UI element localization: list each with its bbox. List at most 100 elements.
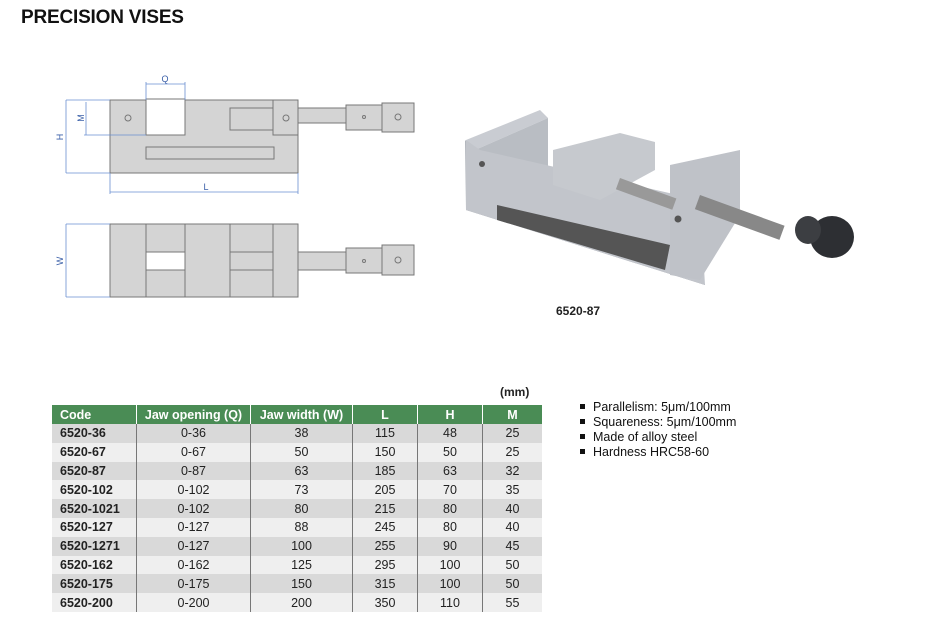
code-cell: 6520-127	[52, 517, 137, 537]
code-cell: 6520-102	[52, 480, 137, 500]
value-cell: 115	[352, 424, 418, 443]
knob-neck	[345, 104, 383, 131]
value-cell: 40	[482, 499, 542, 518]
value-cell: 0-127	[136, 517, 251, 537]
feature-list: Parallelism: 5μm/100mm Squareness: 5μm/1…	[580, 400, 736, 460]
feature-item: Made of alloy steel	[580, 430, 736, 445]
col-m: M	[482, 405, 542, 424]
table-row: 6520-87 0-87 63 185 63 32	[52, 461, 542, 481]
value-cell: 80	[417, 517, 483, 537]
value-cell: 0-67	[136, 442, 251, 462]
end-block	[272, 99, 299, 136]
table-row: 6520-36 0-36 38 115 48 25	[52, 424, 542, 443]
table-header-row: Code Jaw opening (Q) Jaw width (W) L H M	[52, 405, 542, 424]
value-cell: 350	[352, 593, 418, 612]
label-m: M	[76, 114, 86, 122]
code-cell: 6520-87	[52, 461, 137, 481]
screw	[297, 107, 347, 124]
page-title: PRECISION VISES	[21, 7, 184, 28]
value-cell: 63	[250, 461, 353, 481]
value-cell: 295	[352, 555, 418, 575]
value-cell: 150	[352, 442, 418, 462]
feature-item: Parallelism: 5μm/100mm	[580, 400, 736, 415]
code-cell: 6520-36	[52, 424, 137, 443]
value-cell: 100	[417, 555, 483, 575]
col-code: Code	[52, 405, 137, 424]
col-jaw-opening: Jaw opening (Q)	[136, 405, 251, 424]
value-cell: 90	[417, 536, 483, 556]
code-cell: 6520-162	[52, 555, 137, 575]
value-cell: 185	[352, 461, 418, 481]
value-cell: 0-36	[136, 424, 251, 443]
col-jaw-width: Jaw width (W)	[250, 405, 353, 424]
vise-photo	[465, 110, 854, 285]
slot	[145, 146, 275, 160]
value-cell: 100	[250, 536, 353, 556]
value-cell: 88	[250, 517, 353, 537]
photo-caption: 6520-87	[556, 304, 601, 318]
value-cell: 50	[482, 555, 542, 575]
value-cell: 25	[482, 442, 542, 462]
value-cell: 200	[250, 593, 353, 612]
col-l: L	[352, 405, 418, 424]
specs-table: Code Jaw opening (Q) Jaw width (W) L H M…	[52, 405, 542, 612]
value-cell: 73	[250, 480, 353, 500]
value-cell: 0-127	[136, 536, 251, 556]
value-cell: 0-162	[136, 555, 251, 575]
value-cell: 55	[482, 593, 542, 612]
code-cell: 6520-1021	[52, 499, 137, 518]
value-cell: 25	[482, 424, 542, 443]
table-row: 6520-127 0-127 88 245 80 40	[52, 517, 542, 537]
code-cell: 6520-1271	[52, 536, 137, 556]
value-cell: 63	[417, 461, 483, 481]
value-cell: 0-175	[136, 574, 251, 594]
value-cell: 255	[352, 536, 418, 556]
unit-label: (mm)	[500, 385, 530, 399]
knob	[381, 102, 415, 133]
label-q: Q	[161, 74, 168, 84]
table-row: 6520-67 0-67 50 150 50 25	[52, 442, 542, 462]
code-cell: 6520-200	[52, 593, 137, 612]
value-cell: 245	[352, 517, 418, 537]
label-l: L	[203, 182, 208, 192]
table-row: 6520-102 0-102 73 205 70 35	[52, 480, 542, 500]
value-cell: 0-200	[136, 593, 251, 612]
value-cell: 0-102	[136, 480, 251, 500]
table-row: 6520-162 0-162 125 295 100 50	[52, 555, 542, 575]
value-cell: 80	[417, 499, 483, 518]
value-cell: 110	[417, 593, 483, 612]
value-cell: 215	[352, 499, 418, 518]
value-cell: 48	[417, 424, 483, 443]
value-cell: 38	[250, 424, 353, 443]
label-h: H	[55, 134, 65, 141]
jaw-opening	[145, 98, 186, 136]
col-h: H	[417, 405, 483, 424]
code-cell: 6520-67	[52, 442, 137, 462]
feature-item: Squareness: 5μm/100mm	[580, 415, 736, 430]
screw-guide	[229, 107, 274, 131]
feature-item: Hardness HRC58-60	[580, 445, 736, 460]
label-w: W	[55, 256, 65, 265]
value-cell: 0-102	[136, 499, 251, 518]
value-cell: 45	[482, 536, 542, 556]
value-cell: 100	[417, 574, 483, 594]
value-cell: 50	[417, 442, 483, 462]
value-cell: 205	[352, 480, 418, 500]
table-row: 6520-175 0-175 150 315 100 50	[52, 574, 542, 594]
table-row: 6520-1021 0-102 80 215 80 40	[52, 499, 542, 518]
value-cell: 315	[352, 574, 418, 594]
value-cell: 0-87	[136, 461, 251, 481]
value-cell: 35	[482, 480, 542, 500]
code-cell: 6520-175	[52, 574, 137, 594]
table-row: 6520-1271 0-127 100 255 90 45	[52, 536, 542, 556]
value-cell: 50	[250, 442, 353, 462]
value-cell: 70	[417, 480, 483, 500]
value-cell: 32	[482, 461, 542, 481]
value-cell: 40	[482, 517, 542, 537]
table-row: 6520-200 0-200 200 350 110 55	[52, 593, 542, 612]
value-cell: 125	[250, 555, 353, 575]
value-cell: 80	[250, 499, 353, 518]
value-cell: 50	[482, 574, 542, 594]
value-cell: 150	[250, 574, 353, 594]
